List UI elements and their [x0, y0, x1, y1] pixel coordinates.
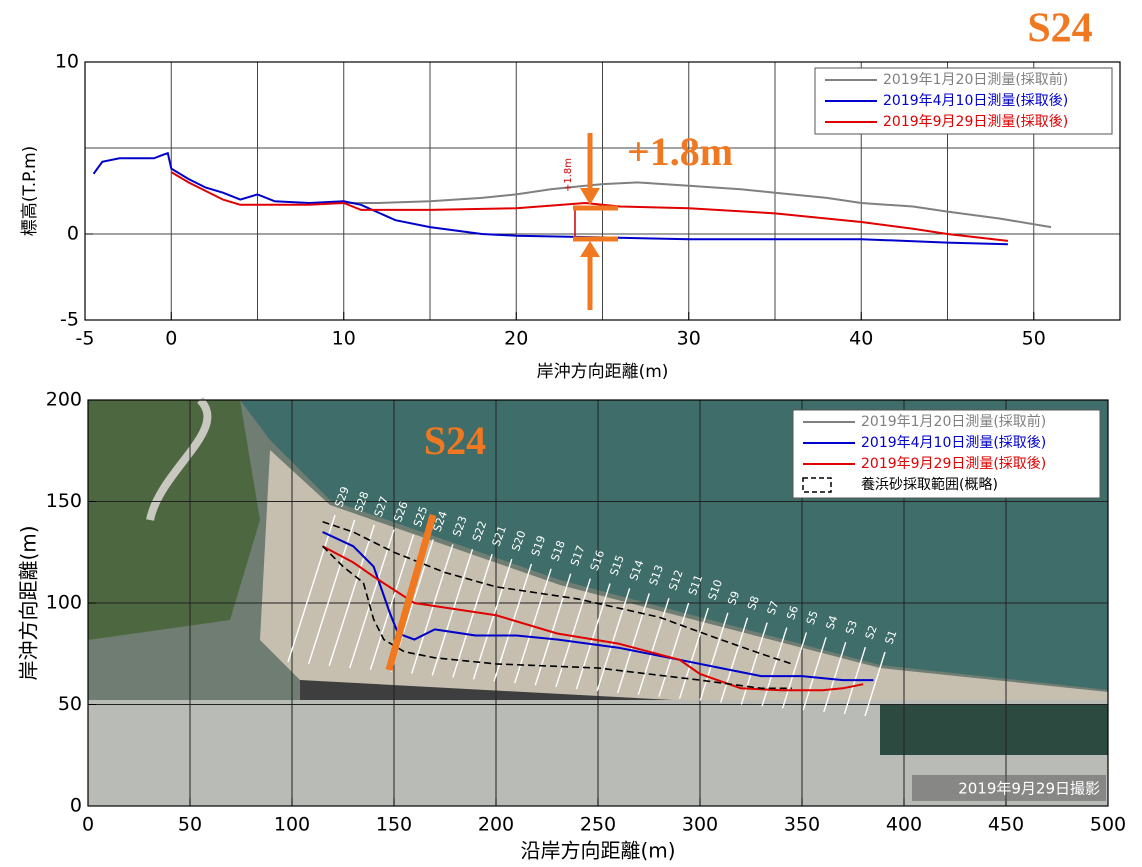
y-tick-label: 10 [55, 51, 79, 73]
transect-line [328, 524, 375, 667]
series-line [322, 521, 793, 690]
transect-line [864, 651, 886, 717]
transect-line [761, 627, 788, 707]
x-tick-label: 40 [849, 328, 873, 350]
transect-line [678, 607, 709, 699]
y-tick-label: -5 [60, 309, 79, 331]
transect-label: S7 [765, 599, 782, 617]
transect-line [637, 597, 670, 695]
x-tick-label: 50 [1022, 328, 1046, 350]
x-tick-label: 400 [886, 814, 922, 836]
x-tick-label: 0 [165, 328, 177, 350]
legend-label: 2019年9月29日測量(採取後) [861, 456, 1046, 472]
transect-label: S3 [843, 619, 860, 637]
annotation: +1.8m [563, 158, 574, 192]
legend-label: 2019年4月10日測量(採取後) [883, 93, 1068, 109]
x-tick-label: 0 [82, 814, 94, 836]
x-axis-label: 岸沖方向距離(m) [537, 362, 669, 382]
transect-line [575, 583, 611, 690]
legend-label: 2019年1月20日測量(採取前) [883, 71, 1068, 88]
photo-caption-bg [912, 775, 1106, 801]
y-tick-label: 0 [70, 795, 82, 817]
y-tick-label: 150 [46, 490, 82, 512]
transect-line [802, 637, 827, 711]
legend-swatch [802, 477, 832, 493]
transect-line [472, 558, 513, 680]
photo-caption: 2019年9月29日撮影 [958, 780, 1100, 798]
transect-line [596, 588, 631, 692]
annotation: S24 [1027, 6, 1092, 52]
series-line [322, 531, 874, 682]
x-axis-label: 沿岸方向距離(m) [520, 839, 675, 863]
y-tick-label: 200 [46, 389, 82, 411]
x-tick-label: 150 [376, 814, 412, 836]
legend-label: 2019年9月29日測量(採取後) [883, 114, 1068, 130]
transect-line [823, 642, 847, 713]
y-axis-label: 標高(T.P.m) [20, 146, 40, 237]
transect-label: S1 [882, 628, 899, 646]
plot-frame [84, 61, 1121, 321]
transect-line [555, 578, 592, 688]
transect-line [740, 622, 768, 705]
transect-line [431, 549, 474, 676]
series-line [343, 181, 1052, 229]
transect-label: S8 [745, 594, 762, 612]
x-tick-label: 10 [332, 328, 356, 350]
transect-line [617, 593, 650, 694]
arrow-head [580, 241, 600, 257]
transect-label: S5 [804, 609, 821, 627]
arrow-head [580, 188, 600, 205]
y-axis-label: 岸沖方向距離(m) [17, 525, 41, 680]
x-tick-label: -5 [76, 328, 95, 350]
transect-line [410, 544, 454, 674]
transect-line [699, 612, 729, 701]
y-tick-label: 0 [67, 223, 79, 245]
transect-label: S6 [784, 604, 801, 622]
x-tick-label: 350 [784, 814, 820, 836]
legend-label: 2019年1月20日測量(採取前) [861, 413, 1046, 430]
transect-line [534, 573, 572, 686]
x-tick-label: 50 [178, 814, 202, 836]
section-marker [385, 514, 437, 671]
x-tick-label: 500 [1090, 814, 1126, 836]
y-tick-label: 50 [58, 693, 82, 715]
legend-label: 2019年4月10日測量(採取後) [861, 435, 1046, 451]
annotation: +1.8m [627, 129, 733, 174]
transect-line [720, 617, 749, 703]
x-tick-label: 30 [677, 328, 701, 350]
transect-label: S4 [823, 614, 840, 632]
transect-line [781, 632, 808, 709]
transect-line [452, 553, 493, 678]
transect-line [287, 514, 336, 663]
series-line [170, 171, 1009, 242]
x-tick-label: 300 [682, 814, 718, 836]
y-tick-label: 100 [46, 592, 82, 614]
transect-line [658, 602, 690, 697]
x-tick-label: 450 [988, 814, 1024, 836]
transect-line [349, 529, 395, 668]
x-tick-label: 250 [580, 814, 616, 836]
transect-line [493, 563, 533, 682]
x-tick-label: 200 [478, 814, 514, 836]
x-tick-label: 100 [274, 814, 310, 836]
legend-label: 養浜砂採取範囲(概略) [861, 476, 998, 493]
transect-label: S2 [863, 624, 880, 642]
x-tick-label: 20 [504, 328, 528, 350]
transect-label: S9 [725, 589, 742, 607]
annotation: S24 [424, 418, 486, 463]
series-line [322, 545, 864, 692]
series-line [92, 151, 1008, 246]
legend-box [792, 409, 1101, 499]
